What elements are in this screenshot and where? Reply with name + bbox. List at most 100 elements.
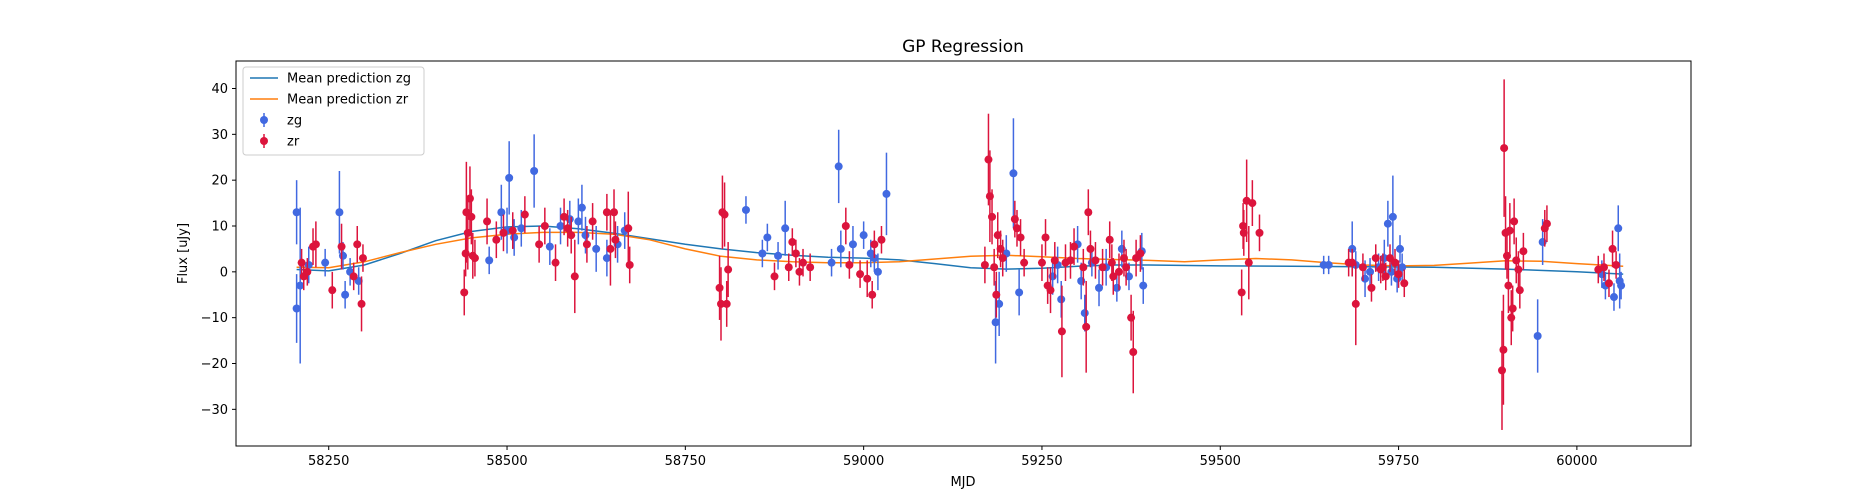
zg-point	[545, 242, 554, 251]
zg-point	[1080, 309, 1089, 318]
zr-point	[993, 231, 1002, 240]
zr-point	[1542, 219, 1551, 228]
zg-point	[335, 208, 344, 217]
zr-point	[492, 235, 501, 244]
zg-point	[556, 222, 565, 230]
zr-point	[1122, 263, 1131, 272]
zr-point	[868, 290, 877, 299]
x-tick-label: 58750	[665, 454, 706, 469]
zr-point	[563, 224, 572, 233]
zr-point	[1367, 283, 1376, 292]
y-tick-label: −10	[201, 311, 228, 326]
zr-point	[1020, 258, 1029, 267]
zr-point	[499, 228, 508, 237]
zg-point	[1398, 263, 1407, 272]
zr-point	[1248, 199, 1257, 208]
zr-point	[520, 210, 529, 219]
zg-point	[1609, 293, 1618, 302]
zr-point	[845, 260, 854, 269]
zr-point	[1091, 256, 1100, 265]
zr-point	[841, 222, 850, 230]
x-tick-label: 59500	[1200, 454, 1241, 469]
x-tick-label: 58500	[486, 454, 527, 469]
zr-point	[1497, 366, 1506, 375]
zr-point	[1255, 228, 1264, 237]
zr-point	[1612, 260, 1621, 269]
zr-point	[1599, 263, 1608, 272]
zr-point	[984, 155, 993, 164]
zr-point	[1012, 224, 1021, 233]
zr-point	[806, 263, 815, 272]
zr-point	[1098, 263, 1107, 272]
zr-point	[990, 263, 999, 272]
legend-label-zr_mean: Mean prediction zr	[287, 93, 409, 108]
zr-point	[724, 265, 733, 274]
zr-point	[1105, 235, 1114, 244]
zr-point	[791, 249, 800, 258]
zr-point	[1381, 272, 1390, 281]
zr-point	[606, 244, 615, 253]
zr-point	[1604, 279, 1613, 288]
zr-point	[1046, 286, 1055, 295]
zr-point	[567, 231, 576, 240]
zg-point	[827, 258, 836, 267]
zr-point	[1082, 322, 1091, 331]
zg-point	[1095, 283, 1104, 292]
zr-point	[508, 226, 517, 235]
zg-point	[292, 208, 301, 217]
zg-point	[485, 256, 494, 265]
zr-point	[1037, 258, 1046, 267]
legend-label-zg: zg	[287, 114, 302, 129]
y-tick-label: 40	[211, 82, 228, 97]
zg-point	[991, 318, 1000, 327]
zg-point	[1009, 169, 1018, 178]
zr-point	[1508, 304, 1517, 313]
zr-point	[1504, 281, 1513, 290]
mean-prediction-zg-line	[296, 225, 1624, 275]
zg-point	[1533, 332, 1542, 340]
zg-point	[1139, 281, 1148, 290]
legend: Mean prediction zg Mean prediction zr zg zr	[242, 66, 425, 156]
zg-point	[321, 258, 330, 267]
zr-point	[788, 238, 797, 247]
zg-point	[530, 167, 539, 175]
zr-point	[1041, 233, 1050, 242]
chart-title: GP Regression	[902, 37, 1024, 57]
zr-point	[1114, 267, 1123, 276]
legend-swatch-zr	[260, 137, 268, 145]
zr-point	[624, 224, 633, 233]
zg-point	[292, 304, 301, 313]
zr-point	[1239, 228, 1248, 237]
zr-point	[1358, 263, 1367, 272]
zr-point	[992, 290, 1001, 299]
zr-point	[1394, 270, 1403, 279]
zr-point	[1070, 242, 1079, 251]
zr-point	[1515, 286, 1524, 295]
zr-point	[1510, 217, 1519, 226]
zr-point	[1066, 256, 1075, 265]
zr-point	[1107, 258, 1116, 267]
zg-point	[882, 189, 891, 198]
zg-point	[1615, 277, 1624, 285]
zr-point	[1136, 249, 1145, 258]
zr-point	[998, 254, 1007, 263]
zr-point	[980, 260, 989, 269]
y-axis: −30 −20 −10 0 10 20 30 40	[201, 82, 236, 418]
zr-point	[470, 254, 479, 263]
zg-point	[995, 299, 1004, 308]
zg-point	[848, 240, 857, 249]
zr-point	[1050, 256, 1059, 265]
zg-point	[592, 244, 601, 253]
x-tick-label: 59250	[1021, 454, 1062, 469]
zg-point	[1396, 244, 1404, 253]
zr-point	[1371, 254, 1380, 263]
zr-point	[1519, 247, 1528, 256]
zr-point	[311, 240, 320, 249]
zr-point	[588, 217, 597, 226]
x-tick-label: 60000	[1556, 454, 1597, 469]
zr-point	[799, 258, 808, 267]
zr-point	[1079, 263, 1088, 272]
zg-point	[781, 224, 790, 233]
zr-point	[1237, 288, 1246, 297]
